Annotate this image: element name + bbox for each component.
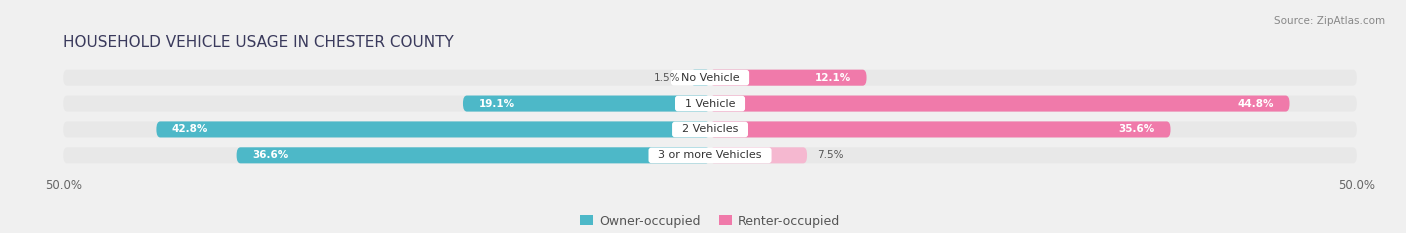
Text: 42.8%: 42.8%	[172, 124, 208, 134]
Text: 19.1%: 19.1%	[478, 99, 515, 109]
FancyBboxPatch shape	[710, 96, 1289, 112]
Text: No Vehicle: No Vehicle	[673, 73, 747, 83]
Text: 44.8%: 44.8%	[1237, 99, 1274, 109]
FancyBboxPatch shape	[463, 96, 710, 112]
Text: 1 Vehicle: 1 Vehicle	[678, 99, 742, 109]
Text: 7.5%: 7.5%	[817, 150, 844, 160]
Text: 3 or more Vehicles: 3 or more Vehicles	[651, 150, 769, 160]
FancyBboxPatch shape	[710, 70, 866, 86]
FancyBboxPatch shape	[710, 147, 807, 163]
Text: 2 Vehicles: 2 Vehicles	[675, 124, 745, 134]
Text: 36.6%: 36.6%	[252, 150, 288, 160]
Text: HOUSEHOLD VEHICLE USAGE IN CHESTER COUNTY: HOUSEHOLD VEHICLE USAGE IN CHESTER COUNT…	[63, 35, 454, 50]
FancyBboxPatch shape	[236, 147, 710, 163]
FancyBboxPatch shape	[156, 121, 710, 137]
FancyBboxPatch shape	[690, 70, 710, 86]
FancyBboxPatch shape	[63, 70, 1357, 86]
Text: 1.5%: 1.5%	[654, 73, 681, 83]
Legend: Owner-occupied, Renter-occupied: Owner-occupied, Renter-occupied	[575, 209, 845, 233]
Text: 12.1%: 12.1%	[814, 73, 851, 83]
FancyBboxPatch shape	[63, 96, 1357, 112]
Text: 35.6%: 35.6%	[1119, 124, 1154, 134]
FancyBboxPatch shape	[63, 147, 1357, 163]
Text: Source: ZipAtlas.com: Source: ZipAtlas.com	[1274, 16, 1385, 26]
FancyBboxPatch shape	[63, 121, 1357, 137]
FancyBboxPatch shape	[710, 121, 1171, 137]
